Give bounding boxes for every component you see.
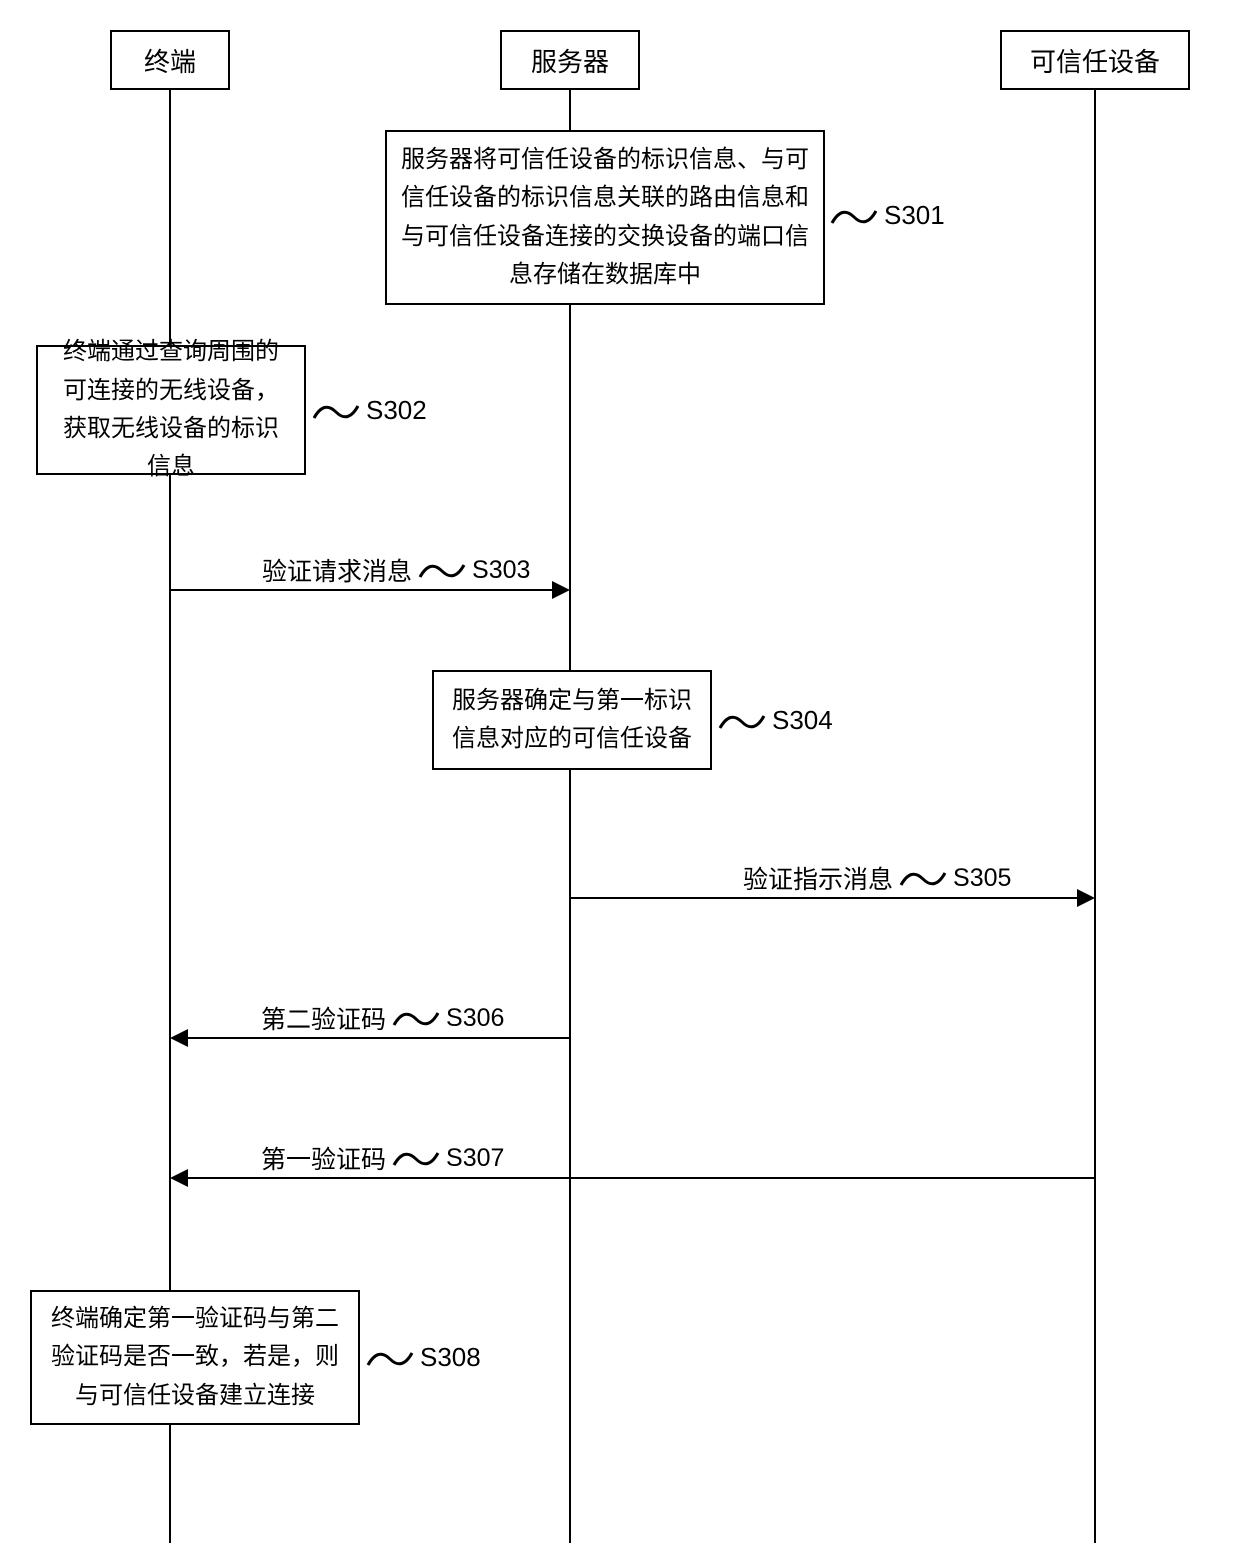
connector-icon — [418, 557, 466, 583]
msg-label-s307: 第一验证码 S307 — [261, 1140, 504, 1176]
step-id: S305 — [953, 864, 1011, 893]
lifeline-label: 可信任设备 — [1030, 42, 1160, 79]
lifeline-header-trusted: 可信任设备 — [1000, 30, 1190, 90]
step-id: S301 — [884, 200, 945, 231]
arrow-head-s303 — [552, 581, 570, 599]
step-text: 服务器将可信任设备的标识信息、与可信任设备的标识信息关联的路由信息和与可信任设备… — [401, 141, 809, 295]
step-box-s301: 服务器将可信任设备的标识信息、与可信任设备的标识信息关联的路由信息和与可信任设备… — [385, 130, 825, 305]
msg-text: 第一验证码 — [261, 1140, 386, 1176]
step-id: S302 — [366, 395, 427, 426]
msg-label-s303: 验证请求消息 S303 — [262, 552, 530, 588]
connector-icon — [830, 203, 878, 229]
lifeline-label: 服务器 — [531, 42, 609, 79]
connector-icon — [718, 708, 766, 734]
arrow-head-s305 — [1077, 889, 1095, 907]
connector-icon — [392, 1005, 440, 1031]
lifeline-server — [569, 90, 571, 1543]
arrow-s307 — [172, 1177, 1095, 1179]
msg-label-s305: 验证指示消息 S305 — [743, 860, 1011, 896]
arrow-s306 — [172, 1037, 570, 1039]
arrow-s303 — [170, 589, 568, 591]
connector-icon — [392, 1145, 440, 1171]
step-box-s302: 终端通过查询周围的可连接的无线设备，获取无线设备的标识信息 — [36, 345, 306, 475]
step-id: S307 — [446, 1144, 504, 1173]
step-id: S304 — [772, 705, 833, 736]
lifeline-header-terminal: 终端 — [110, 30, 230, 90]
msg-label-s306: 第二验证码 S306 — [261, 1000, 504, 1036]
msg-text: 验证请求消息 — [262, 552, 412, 588]
step-label-s304: S304 — [718, 705, 833, 736]
connector-icon — [366, 1345, 414, 1371]
arrow-s305 — [570, 897, 1093, 899]
msg-text: 验证指示消息 — [743, 860, 893, 896]
step-box-s304: 服务器确定与第一标识信息对应的可信任设备 — [432, 670, 712, 770]
step-text: 终端通过查询周围的可连接的无线设备，获取无线设备的标识信息 — [52, 333, 290, 487]
step-text: 服务器确定与第一标识信息对应的可信任设备 — [448, 682, 696, 759]
arrow-head-s307 — [170, 1169, 188, 1187]
arrow-head-s306 — [170, 1029, 188, 1047]
step-label-s302: S302 — [312, 395, 427, 426]
msg-text: 第二验证码 — [261, 1000, 386, 1036]
lifeline-header-server: 服务器 — [500, 30, 640, 90]
step-box-s308: 终端确定第一验证码与第二验证码是否一致，若是，则与可信任设备建立连接 — [30, 1290, 360, 1425]
connector-icon — [899, 865, 947, 891]
step-id: S306 — [446, 1004, 504, 1033]
step-id: S303 — [472, 556, 530, 585]
step-label-s308: S308 — [366, 1342, 481, 1373]
step-text: 终端确定第一验证码与第二验证码是否一致，若是，则与可信任设备建立连接 — [46, 1300, 344, 1415]
step-label-s301: S301 — [830, 200, 945, 231]
lifeline-label: 终端 — [144, 42, 196, 79]
connector-icon — [312, 398, 360, 424]
lifeline-trusted — [1094, 90, 1096, 1543]
step-id: S308 — [420, 1342, 481, 1373]
